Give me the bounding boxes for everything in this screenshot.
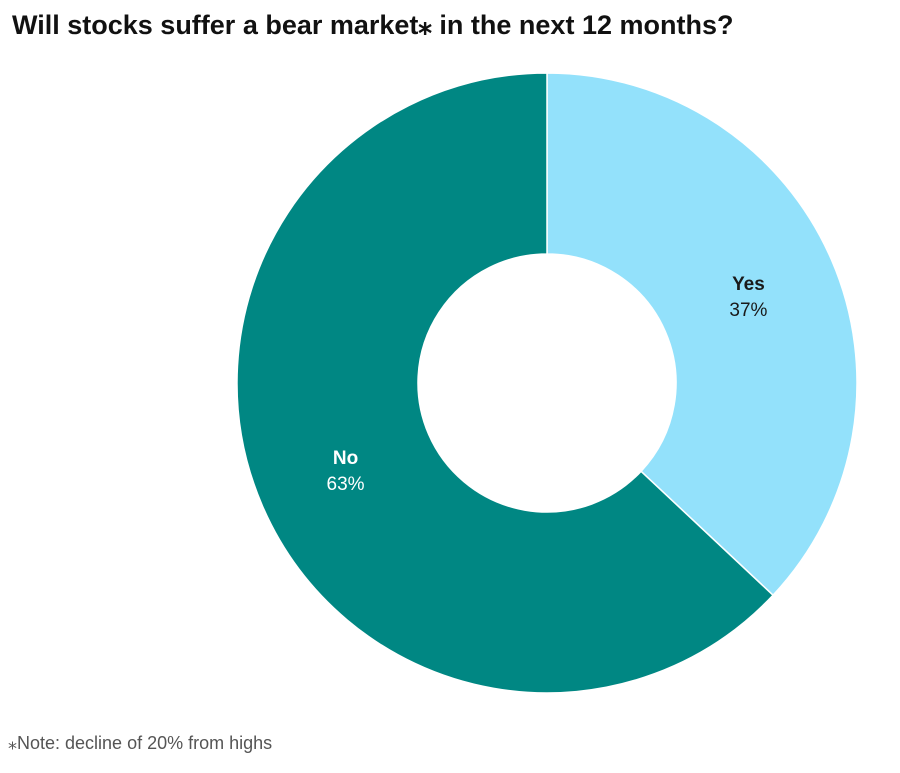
- slice-no: [236, 72, 775, 694]
- slice-value-yes: 37%: [729, 300, 767, 321]
- chart-title: Will stocks suffer a bear market⁎ in the…: [12, 10, 734, 40]
- slice-label-yes: Yes: [732, 274, 765, 295]
- slice-label-no: No: [333, 448, 358, 469]
- chart-footnote: ⁎Note: decline of 20% from highs: [8, 733, 273, 753]
- slice-value-no: 63%: [327, 474, 365, 495]
- pie-slices: [236, 72, 858, 694]
- slice-labels: Yes 37% No 63%: [327, 274, 768, 495]
- slice-yes: [546, 72, 858, 597]
